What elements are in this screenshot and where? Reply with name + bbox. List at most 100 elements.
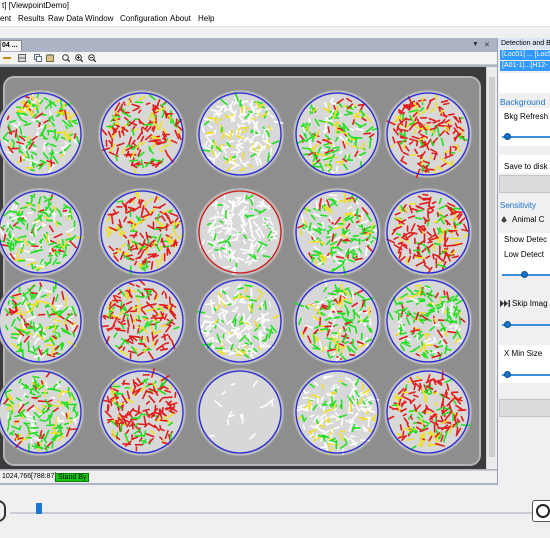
menu-item-raw-data[interactable]: Raw Data (48, 14, 84, 23)
well-1-4[interactable] (292, 89, 382, 179)
well-roi-ring (295, 279, 379, 363)
well-roi-ring (386, 370, 470, 454)
bkg-refresh-slider[interactable] (502, 136, 550, 138)
well-roi-ring (295, 190, 379, 274)
document-toolbar (0, 52, 497, 65)
skip-image-label: Skip Imag (512, 299, 548, 308)
well-2-5[interactable] (383, 187, 473, 277)
skip-image-slider[interactable] (502, 324, 550, 326)
well-roi-ring (0, 190, 82, 274)
menu-item-window[interactable]: Window (85, 14, 114, 23)
paste-icon[interactable] (46, 54, 54, 62)
minus-icon[interactable] (3, 54, 11, 62)
well-3-3[interactable] (195, 276, 285, 366)
detection-panel: Detection and Be [Loc01] ... [Loc5 [A01-… (497, 38, 550, 485)
low-detect-slider-thumb[interactable] (520, 271, 528, 278)
well-roi-ring (198, 92, 282, 176)
menu-item-help[interactable]: Help (198, 14, 215, 23)
well-1-1[interactable] (0, 89, 85, 179)
well-3-5[interactable] (383, 276, 473, 366)
copy-icon[interactable] (34, 54, 42, 62)
selection-list-blank (499, 73, 550, 93)
selection-row-locations[interactable]: [Loc01] ... [Loc5 (500, 50, 550, 60)
bkg-refresh-label: Bkg Refresh (504, 112, 549, 121)
skip-forward-icon (500, 300, 510, 307)
well-4-1[interactable] (0, 367, 85, 457)
close-document-icon[interactable]: ✕ (484, 42, 490, 49)
well-1-3[interactable] (195, 89, 285, 179)
skip-image-slider-thumb[interactable] (504, 321, 512, 328)
well-roi-ring (100, 92, 184, 176)
section-sensitivity: Sensitivity (500, 201, 537, 210)
well-1-2[interactable] (97, 89, 187, 179)
menu-item-segment[interactable]: ent (0, 14, 12, 23)
well-roi-ring (386, 279, 470, 363)
bkg-refresh-slider-thumb[interactable] (504, 133, 512, 140)
well-1-5[interactable] (383, 89, 473, 179)
timeline-track[interactable] (10, 512, 534, 514)
section-background: Background (500, 97, 546, 107)
video-canvas[interactable] (0, 67, 486, 469)
well-4-5[interactable] (383, 367, 473, 457)
show-detect-label[interactable]: Show Detec (504, 235, 548, 244)
well-4-4[interactable] (292, 367, 382, 457)
well-3-1[interactable] (0, 276, 85, 366)
record-button[interactable] (532, 500, 550, 522)
tab-list-dropdown-icon[interactable]: ▼ (472, 41, 479, 48)
x-min-size-label: X Min Size (504, 349, 543, 358)
well-4-2[interactable] (97, 367, 187, 457)
well-2-2[interactable] (97, 187, 187, 277)
status-coords: 1024,766 (2, 473, 32, 480)
animal-color-label[interactable]: Animal C (512, 215, 545, 224)
canvas-scrollbar[interactable] (486, 67, 497, 469)
well-roi-ring (198, 190, 282, 274)
zoom-fit-icon[interactable] (62, 54, 70, 62)
x-min-size-slider[interactable] (502, 374, 550, 376)
grid-icon[interactable] (18, 54, 26, 62)
scrollbar-thumb[interactable] (489, 77, 495, 457)
well-roi-ring (0, 370, 82, 454)
well-roi-ring (0, 92, 82, 176)
panel-button[interactable] (499, 175, 550, 193)
panel-title: Detection and Be (498, 38, 550, 49)
well-plate-image (0, 67, 486, 469)
well-4-3[interactable] (195, 367, 285, 457)
well-roi-ring (198, 279, 282, 363)
status-size: [788:87] (31, 473, 57, 480)
status-bar: 1024,766 [788:87] Stand By (0, 470, 497, 483)
show-detect-group (499, 233, 550, 275)
menu-item-about[interactable]: About (170, 14, 191, 23)
playback-timeline (0, 485, 550, 538)
timeline-thumb[interactable] (36, 503, 43, 514)
window-title: t] [ViewpointDemo] (2, 1, 69, 10)
well-3-2[interactable] (97, 276, 187, 366)
well-3-4[interactable] (292, 276, 382, 366)
well-roi-ring (0, 279, 82, 363)
tab-document[interactable]: 04 ... (0, 40, 22, 51)
record-icon (536, 504, 550, 518)
panel-button-bottom[interactable] (499, 399, 550, 417)
x-min-size-slider-thumb[interactable] (504, 371, 512, 378)
well-roi-ring (295, 370, 379, 454)
selection-row-wells[interactable]: [A01-1]...[H12- (500, 61, 550, 71)
well-roi-ring (198, 370, 282, 454)
well-roi-ring (295, 92, 379, 176)
zoom-in-icon[interactable] (75, 54, 83, 62)
well-2-1[interactable] (0, 187, 85, 277)
well-roi-ring (100, 279, 184, 363)
well-2-4[interactable] (292, 187, 382, 277)
status-badge: Stand By (55, 473, 90, 482)
save-group (499, 155, 550, 173)
zoom-out-icon[interactable] (88, 54, 96, 62)
menu-item-configuration[interactable]: Configuration (120, 14, 168, 23)
save-to-disk-label[interactable]: Save to disk (504, 162, 548, 171)
well-roi-ring (100, 190, 184, 274)
well-roi-ring (386, 92, 470, 176)
low-detect-label: Low Detect (504, 250, 545, 259)
well-roi-ring (386, 190, 470, 274)
well-2-3[interactable] (195, 187, 285, 277)
menu-bar: ent Results Raw Data Window Configuratio… (0, 12, 550, 27)
menu-item-results[interactable]: Results (18, 14, 45, 23)
title-bar: t] [ViewpointDemo] (0, 0, 550, 12)
drop-icon (501, 216, 507, 223)
